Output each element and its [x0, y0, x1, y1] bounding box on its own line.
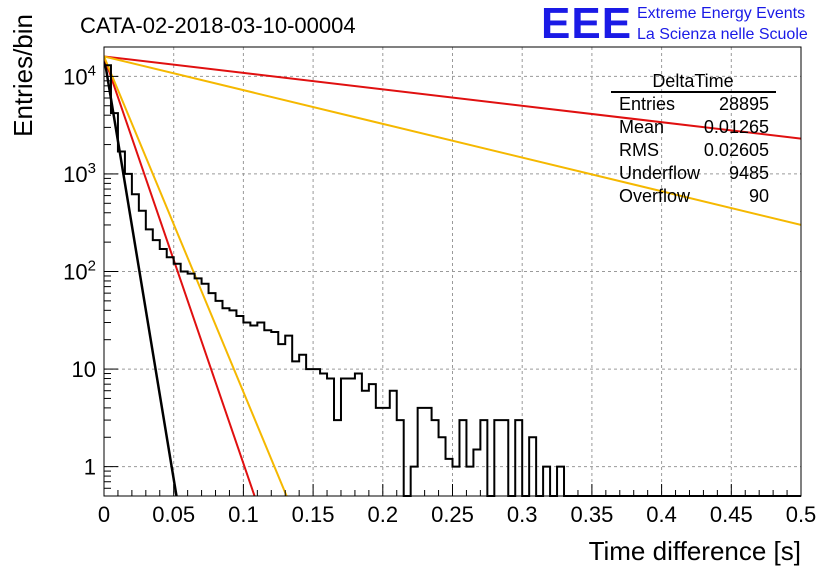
y-tick-label: 102 — [63, 258, 96, 285]
x-tick-label: 0 — [98, 502, 110, 527]
y-tick-label: 103 — [63, 160, 96, 187]
y-tick-label: 104 — [63, 62, 96, 89]
stats-row-label: Mean — [619, 117, 664, 137]
stats-row-label: Overflow — [619, 186, 691, 206]
x-tick-label: 0.45 — [710, 502, 753, 527]
x-tick-label: 0.25 — [431, 502, 474, 527]
stats-row-value: 9485 — [729, 163, 769, 183]
y-axis-label: Entries/bin — [8, 14, 38, 137]
fit-line-2 — [104, 56, 256, 496]
stats-row-label: Underflow — [619, 163, 701, 183]
stats-box: DeltaTime Entries 28895 Mean 0.01265 RMS 0.02… — [611, 71, 776, 206]
fit-line-1 — [104, 56, 178, 496]
stats-box-rows: Entries 28895 Mean 0.01265 RMS 0.02605Underfl… — [619, 94, 769, 206]
x-tick-label: 0.5 — [786, 502, 817, 527]
stats-row-value: 0.01265 — [704, 117, 769, 137]
fit-line-4 — [104, 55, 801, 140]
grid-lines — [104, 47, 801, 496]
tick-labels: 0 0.05 0.1 0.15 0.2 0.25 0.3 0.35 0.4 0.45 0.5 1 10 1… — [63, 62, 816, 527]
eee-logo: EEE Extreme Energy Events La Scienza nel… — [541, 0, 808, 48]
x-tick-label: 0.3 — [507, 502, 538, 527]
axis-ticks — [103, 46, 802, 497]
x-tick-label: 0.15 — [292, 502, 335, 527]
x-tick-label: 0.35 — [570, 502, 613, 527]
eee-logo-text: EEE — [541, 0, 632, 48]
fit-line-5 — [104, 55, 801, 226]
x-tick-label: 0.4 — [646, 502, 677, 527]
stats-box-title: DeltaTime — [652, 71, 733, 91]
y-tick-label: 1 — [84, 455, 96, 480]
stats-row-label: Entries — [619, 94, 675, 114]
eee-logo-line1: Extreme Energy Events — [637, 5, 805, 22]
x-tick-label: 0.1 — [228, 502, 259, 527]
x-tick-label: 0.05 — [152, 502, 195, 527]
x-tick-label: 0.2 — [368, 502, 399, 527]
stats-row-value: 90 — [749, 186, 769, 206]
x-axis-label: Time difference [s] — [589, 536, 801, 566]
stats-row-value: 0.02605 — [704, 140, 769, 160]
eee-logo-line2: La Scienza nelle Scuole — [637, 26, 808, 43]
stats-row-label: RMS — [619, 140, 659, 160]
stats-row-value: 28895 — [719, 94, 769, 114]
y-tick-label: 10 — [72, 357, 96, 382]
run-title: CATA-02-2018-03-10-00004 — [80, 13, 356, 38]
